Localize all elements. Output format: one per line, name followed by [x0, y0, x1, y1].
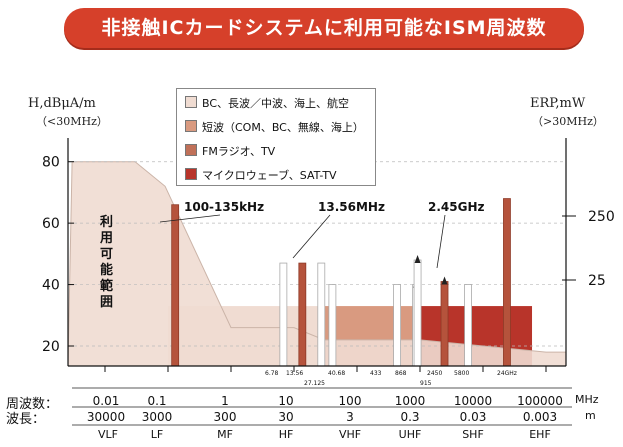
- wavelength-value: 3: [346, 410, 354, 424]
- ism-bar: [440, 281, 449, 367]
- callout-13-56mhz: 13.56MHz: [318, 200, 385, 214]
- callout-2-45ghz: 2.45GHz: [428, 200, 485, 214]
- ism-bar: [171, 204, 180, 367]
- legend-label: FMラジオ、TV: [202, 145, 276, 158]
- ism-bar: [328, 284, 337, 367]
- right-tick-label: 25: [588, 273, 606, 289]
- freq-label: 868: [395, 370, 407, 377]
- wavelength-value: 0.03: [459, 410, 487, 424]
- legend-item: FMラジオ、TV: [185, 143, 275, 159]
- band-label: VLF: [98, 428, 118, 441]
- frequency-value: 10000: [453, 394, 493, 408]
- band-label: SHF: [462, 428, 484, 441]
- legend-label: BC、長波／中波、海上、航空: [202, 97, 350, 110]
- frequency-value: 100000: [517, 394, 563, 408]
- ism-arrow: [414, 255, 421, 263]
- legend: BC、長波／中波、海上、航空 短波（COM、BC、無線、海上） FMラジオ、TV…: [176, 88, 376, 186]
- y-tick-label: 40: [42, 278, 60, 294]
- frequency-row-label: 周波数：: [6, 397, 59, 412]
- usable-range-label: 利用可能範囲: [100, 215, 114, 310]
- freq-label: 915: [420, 380, 432, 387]
- wavelength-value: 30000: [86, 410, 126, 424]
- wavelength-value: 0.003: [522, 410, 558, 424]
- y-tick-label: 80: [42, 155, 60, 171]
- frequency-value: 0.1: [147, 394, 167, 408]
- band-label: MF: [217, 428, 233, 441]
- ism-bar: [279, 262, 288, 367]
- left-axis-unit: H,dBμA/m: [28, 96, 96, 111]
- frequency-unit: MHz: [575, 393, 599, 406]
- frequency-value: 10: [278, 394, 294, 408]
- freq-label: 27.125: [304, 380, 325, 387]
- ism-bar: [317, 262, 326, 367]
- frequency-value: 1: [221, 394, 229, 408]
- right-axis-unit: ERP,mW: [530, 96, 586, 111]
- legend-swatch: [185, 120, 197, 132]
- band-label: HF: [278, 428, 294, 441]
- ism-bar: [393, 284, 401, 367]
- ism-arrow: [441, 276, 448, 285]
- chart-title: 非接触ICカードシステムに利用可能なISM周波数: [64, 8, 584, 48]
- freq-label: 40.68: [328, 370, 346, 377]
- wavelength-value: 0.3: [400, 410, 420, 424]
- ism-bar: [413, 259, 422, 367]
- wavelength-unit: m: [585, 409, 596, 422]
- callout-leader: [436, 214, 446, 269]
- y-tick-label: 60: [42, 216, 60, 232]
- freq-label: 2450: [427, 370, 443, 377]
- legend-swatch: [185, 96, 197, 108]
- band-label: EHF: [529, 428, 551, 441]
- legend-swatch: [185, 144, 197, 156]
- freq-label: 13.56: [286, 370, 304, 377]
- ism-bar: [464, 284, 472, 367]
- legend-item: マイクロウェーブ、SAT-TV: [185, 167, 337, 183]
- legend-item: 短波（COM、BC、無線、海上）: [185, 119, 364, 135]
- freq-label: 24GHz: [497, 370, 517, 377]
- frequency-value: 100: [338, 394, 362, 408]
- freq-label: 433: [370, 370, 382, 377]
- left-axis-subunit: （<30MHz）: [36, 115, 108, 128]
- wavelength-value: 3000: [141, 410, 173, 424]
- band-label: VHF: [338, 428, 362, 441]
- wavelength-value: 300: [213, 410, 237, 424]
- wavelength-row-label: 波長：: [6, 412, 46, 427]
- legend-item: BC、長波／中波、海上、航空: [185, 95, 349, 111]
- ism-bar: [503, 198, 511, 367]
- right-tick-label: 250: [588, 209, 615, 225]
- callout-100-135khz: 100-135kHz: [184, 200, 265, 214]
- callout-leader: [292, 214, 331, 259]
- right-axis-subunit: （>30MHz）: [532, 115, 604, 128]
- wavelength-value: 30: [278, 410, 294, 424]
- frequency-value: 1000: [394, 394, 426, 408]
- y-tick-label: 20: [42, 339, 60, 355]
- legend-swatch: [185, 168, 197, 180]
- legend-label: マイクロウェーブ、SAT-TV: [202, 169, 337, 182]
- band-label: LF: [150, 428, 164, 441]
- freq-label: 6.78: [265, 370, 279, 377]
- callout-leader: [159, 214, 221, 223]
- band-label: UHF: [398, 428, 422, 441]
- frequency-value: 0.01: [92, 394, 120, 408]
- freq-label: 5800: [454, 370, 470, 377]
- ism-bar: [298, 262, 307, 367]
- legend-label: 短波（COM、BC、無線、海上）: [202, 121, 364, 134]
